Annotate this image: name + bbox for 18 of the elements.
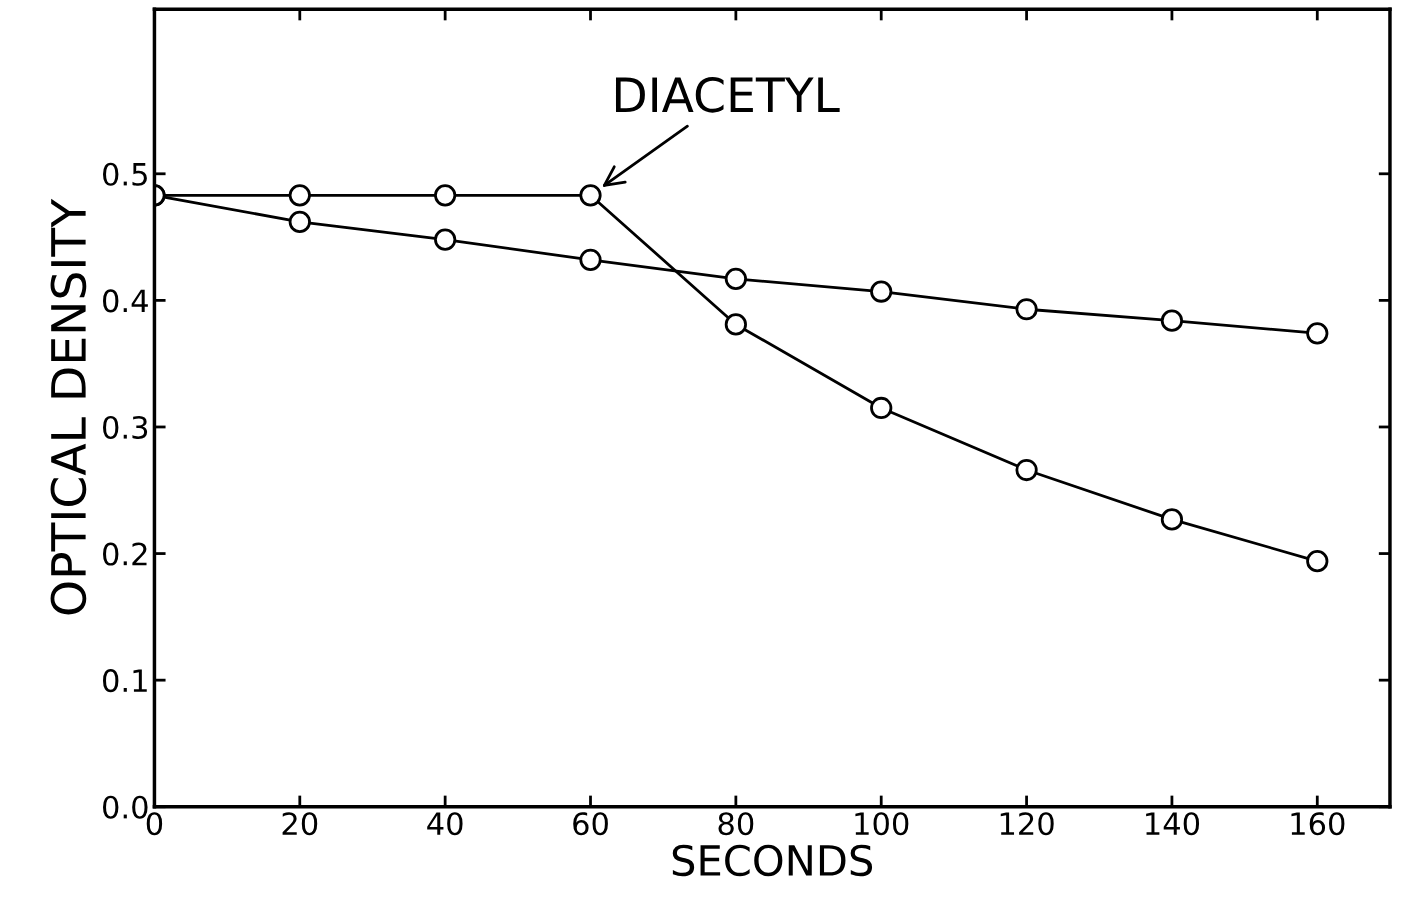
x-tick-label: 160 [1291,812,1345,836]
annotation: DIACETYL [615,76,840,113]
x-tick-label: 60 [573,812,608,836]
x-tick-label: 140 [1146,812,1200,836]
x-tick-label: 80 [718,812,754,836]
y-tick-label: 0.3 [103,415,148,440]
y-tick-label: 0.0 [103,795,148,819]
y-tick-label: 0.5 [103,162,147,186]
y-axis-title: OPTICAL DENSITY [50,198,87,615]
x-axis-title: SECONDS [672,844,873,877]
x-tick-label: 20 [282,812,318,836]
y-tick-label: 0.1 [103,669,147,693]
y-tick-label: 0.4 [103,289,148,313]
x-tick-label: 100 [855,812,909,836]
x-tick-label: 120 [1000,812,1054,836]
x-tick-label: 40 [427,812,463,836]
x-tick-label: 0 [146,812,163,836]
y-tick-label: 0.2 [103,542,147,566]
